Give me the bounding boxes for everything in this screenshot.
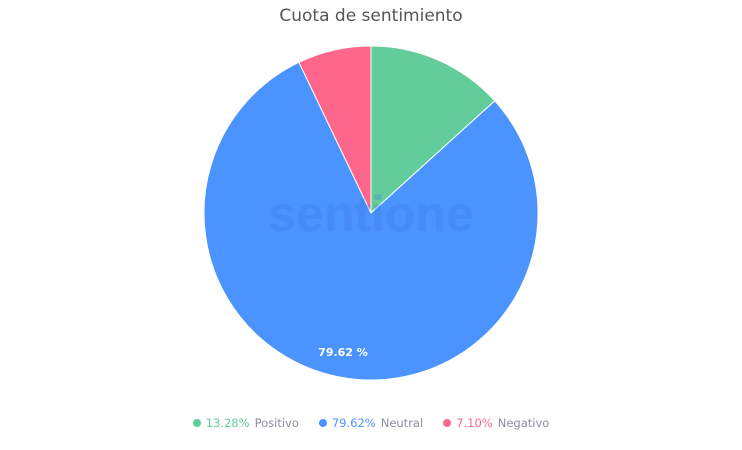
- pie-slice-negativo[interactable]: [298, 45, 372, 214]
- pie-slice-positivo[interactable]: [370, 45, 496, 215]
- legend-dot: [192, 419, 201, 427]
- pie-slice-neutral[interactable]: [203, 61, 539, 381]
- legend-value: 7.10%: [456, 416, 493, 430]
- legend-value: 79.62%: [331, 416, 376, 430]
- legend-label: Neutral: [380, 416, 424, 430]
- chart-title: Cuota de sentimiento: [279, 6, 463, 26]
- legend-dot: [443, 419, 452, 427]
- data-label: 79.62 %: [318, 346, 368, 359]
- legend-label: Negativo: [497, 416, 550, 430]
- legend-item-positivo[interactable]: 13.28% Positivo: [192, 416, 299, 430]
- legend-value: 13.28%: [205, 416, 250, 430]
- legend-label: Positivo: [254, 416, 299, 430]
- legend-dot: [318, 419, 327, 427]
- legend-item-neutral[interactable]: 79.62% Neutral: [318, 416, 424, 430]
- watermark-logo: sentione: [268, 186, 474, 242]
- legend: 13.28% Positivo 79.62% Neutral 7.10% Negativo: [0, 416, 742, 430]
- legend-item-negativo[interactable]: 7.10% Negativo: [443, 416, 549, 430]
